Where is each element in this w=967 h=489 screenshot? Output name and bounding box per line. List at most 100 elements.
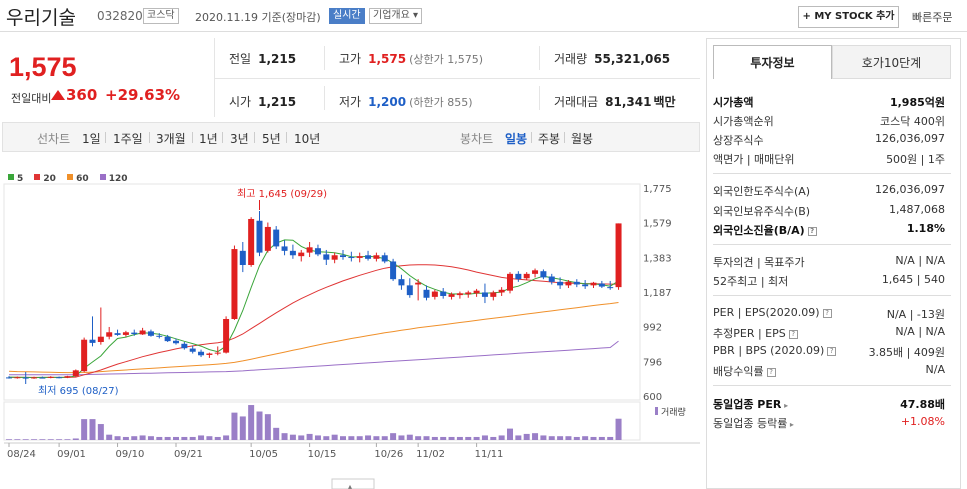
line-chart-label[interactable]: 선차트 xyxy=(37,132,71,146)
par-label: 액면가 | 매매단위 xyxy=(713,153,795,166)
sector-rate-link[interactable]: 동일업종 등락률 ▸ xyxy=(713,415,794,431)
market-badge: 코스닥 xyxy=(143,8,179,24)
volume-bar xyxy=(548,436,555,440)
est-per-label-wrap: 추정PER | EPS? xyxy=(713,325,798,341)
x-tick-label: 08/24 xyxy=(7,449,36,460)
help-icon[interactable]: ? xyxy=(788,330,798,339)
investment-info-panel: 투자정보 호가10단계 시가총액 1,985억원 시가총액순위 코스닥 400위 상… xyxy=(706,38,961,489)
volume-bar xyxy=(557,436,564,440)
company-overview-dropdown[interactable]: 기업개요 ▾ xyxy=(369,8,423,24)
volume-bar xyxy=(607,436,614,440)
volume-bar xyxy=(373,436,380,440)
help-icon[interactable]: ? xyxy=(766,368,776,377)
period-3y[interactable]: 3년 xyxy=(230,132,249,146)
legend-swatch xyxy=(67,174,74,180)
high-annotation: 최고 1,645 (09/29) xyxy=(237,188,327,200)
candle-body xyxy=(448,294,455,297)
period-3m[interactable]: 3개월 xyxy=(156,132,186,146)
tab-investment-info[interactable]: 투자정보 xyxy=(713,45,832,79)
plot-frame xyxy=(3,183,641,401)
candle-body xyxy=(582,284,589,287)
add-my-stock-button[interactable]: + MY STOCK 추가 xyxy=(798,6,899,28)
volume-bar xyxy=(515,435,522,440)
quick-order-link[interactable]: 빠른주문 xyxy=(912,11,953,24)
candle-body xyxy=(340,255,346,258)
candle-body xyxy=(181,343,188,349)
candle-body xyxy=(198,351,205,356)
candlestick-chart[interactable]: 1,775 1,579 1,383 1,187 992 796 600 08/24 09/01 0… xyxy=(0,0,700,489)
low-price: 저가 1,200 (하한가 855) xyxy=(339,93,473,110)
volume-bar xyxy=(323,436,330,440)
open-price: 시가 1,215 xyxy=(229,93,296,110)
volume-bar xyxy=(490,436,497,440)
volume-bar xyxy=(156,436,163,440)
foreign-ratio-label-wrap: 외국인소진율(B/A)? xyxy=(713,222,817,238)
period-5y[interactable]: 5년 xyxy=(262,132,281,146)
candle-body xyxy=(440,291,447,296)
candle-body xyxy=(298,252,305,257)
divider xyxy=(222,132,223,143)
volume-bar xyxy=(365,435,372,440)
price-chart-area[interactable]: 1,775 1,579 1,383 1,187 992 796 600 08/24 09/01 0… xyxy=(0,0,700,489)
chevron-down-icon: ▾ xyxy=(409,10,419,21)
candle-body xyxy=(565,281,572,286)
candle-weekly[interactable]: 주봉 xyxy=(538,132,561,146)
prev-close-label: 전일 xyxy=(229,52,252,66)
est-per-label: 추정PER | EPS xyxy=(713,327,786,340)
volume-bar xyxy=(214,436,221,440)
candle-body xyxy=(607,287,614,289)
y-tick-label: 992 xyxy=(643,323,662,334)
volume-bar xyxy=(507,428,513,440)
opinion-value: N/A | N/A xyxy=(895,254,945,267)
period-1y[interactable]: 1년 xyxy=(199,132,218,146)
candle-monthly[interactable]: 월봉 xyxy=(571,132,594,146)
x-tick-label: 10/26 xyxy=(374,449,403,460)
volume-bar xyxy=(331,434,338,440)
divider xyxy=(214,78,700,79)
help-icon[interactable]: ? xyxy=(807,227,817,236)
help-icon[interactable]: ? xyxy=(822,309,832,318)
volume-bar xyxy=(39,439,46,440)
volume-bar xyxy=(198,435,205,440)
volume-bar xyxy=(615,418,622,440)
volume-bar xyxy=(181,436,188,440)
market-cap-label: 시가총액 xyxy=(713,96,754,109)
volume-frame xyxy=(3,401,641,441)
candle-body xyxy=(314,248,321,255)
candle-body xyxy=(331,255,338,260)
low-label: 저가 xyxy=(339,95,362,109)
sector-per-link[interactable]: 동일업종 PER ▸ xyxy=(713,396,788,412)
volume-bar xyxy=(131,436,138,440)
dividend-label-wrap: 배당수익률? xyxy=(713,363,776,379)
candle-body xyxy=(64,376,71,378)
legend-ma20: 20 xyxy=(34,174,56,184)
period-10y[interactable]: 10년 xyxy=(294,132,321,146)
foreign-limit-value: 126,036,097 xyxy=(875,183,945,196)
candle-daily[interactable]: 일봉 xyxy=(505,132,528,146)
candle-body xyxy=(323,254,330,260)
help-icon[interactable]: ? xyxy=(827,347,837,356)
volume-bar xyxy=(97,424,104,440)
volume-bar xyxy=(532,433,539,440)
candle-body xyxy=(6,377,12,379)
cap-rank-label: 시가총액순위 xyxy=(713,115,774,128)
candle-body xyxy=(423,289,430,298)
volume-bar xyxy=(348,436,355,440)
high-price: 고가 1,575 (상한가 1,575) xyxy=(339,50,483,67)
period-1d[interactable]: 1일 xyxy=(82,132,101,146)
period-1w[interactable]: 1주일 xyxy=(113,132,143,146)
volume-bar xyxy=(31,439,38,440)
change-label: 전일대비 xyxy=(11,92,52,105)
change-percent: +29.63% xyxy=(105,86,181,104)
candle-chart-label[interactable]: 봉차트 xyxy=(460,132,494,146)
divider xyxy=(539,86,540,110)
legend-label: 5 xyxy=(17,174,24,184)
candle-body xyxy=(106,332,113,337)
divider xyxy=(149,132,150,143)
foreign-limit-label: 외국인한도주식수(A) xyxy=(713,185,811,198)
low-value: 1,200 xyxy=(368,95,407,109)
realtime-badge[interactable]: 실시간 xyxy=(329,8,365,24)
volume-bar xyxy=(47,439,54,440)
current-price: 1,575 xyxy=(9,52,77,82)
tab-order-book[interactable]: 호가10단계 xyxy=(832,45,951,79)
